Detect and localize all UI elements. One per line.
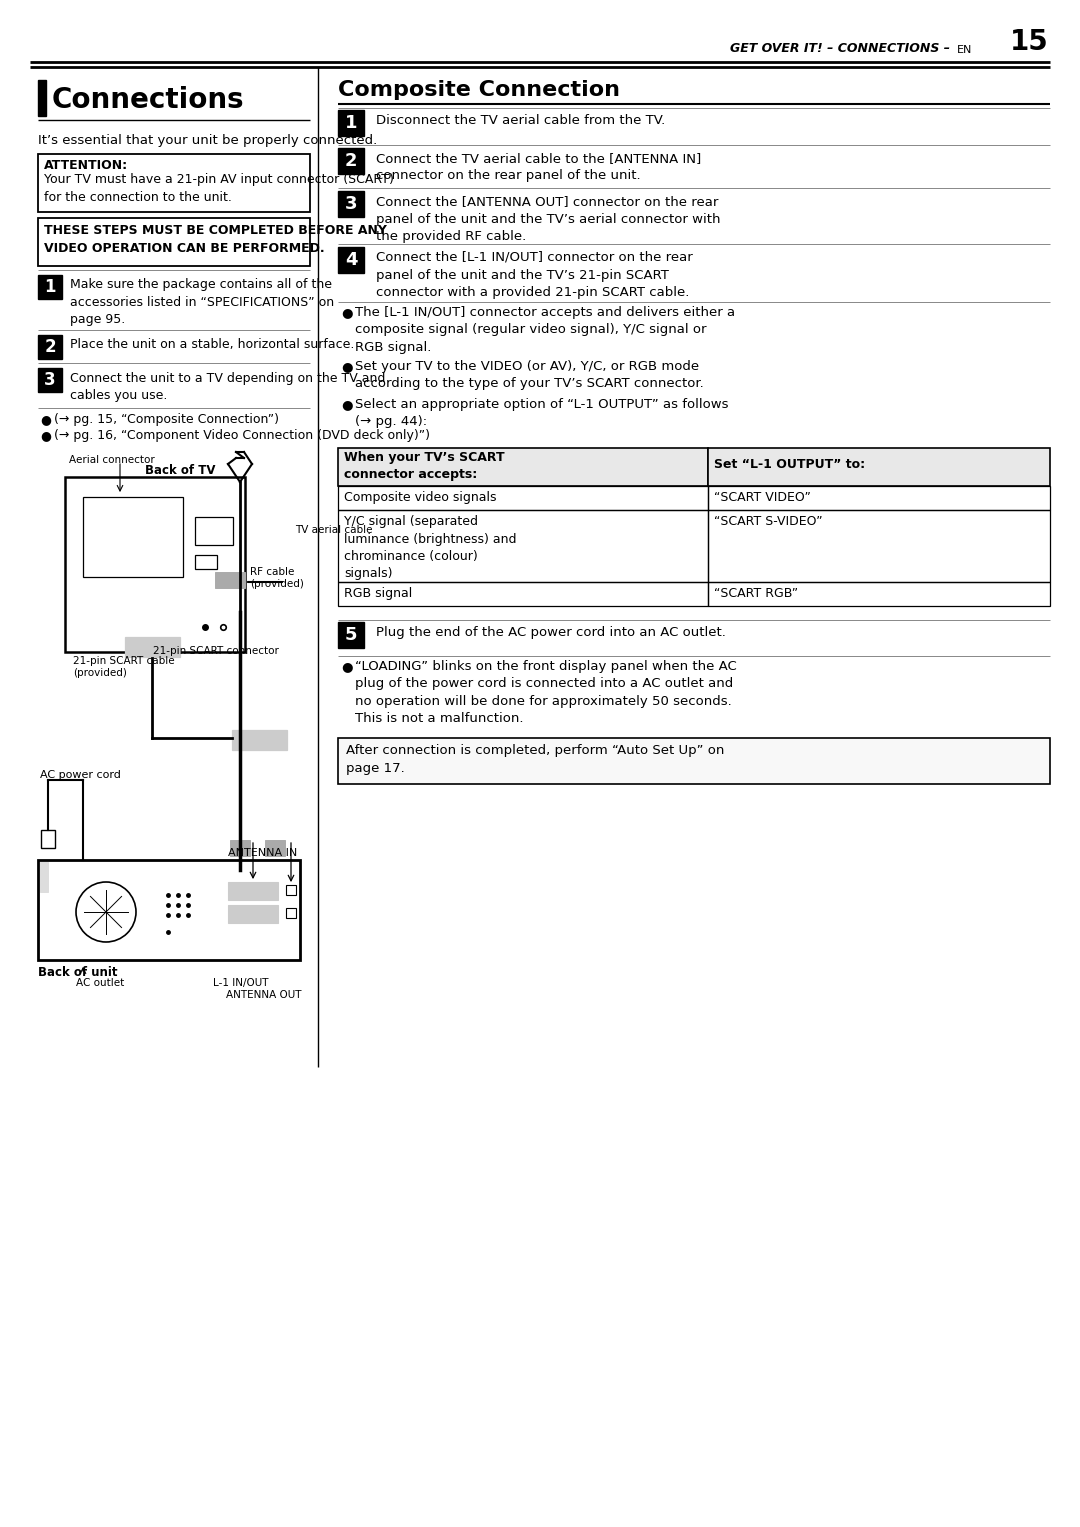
- Text: ●: ●: [341, 660, 352, 673]
- Text: 2: 2: [44, 337, 56, 356]
- Text: Set your TV to the VIDEO (or AV), Y/C, or RGB mode
according to the type of your: Set your TV to the VIDEO (or AV), Y/C, o…: [355, 360, 704, 391]
- Text: Composite Connection: Composite Connection: [338, 79, 620, 99]
- Text: “LOADING” blinks on the front display panel when the AC
plug of the power cord i: “LOADING” blinks on the front display pa…: [355, 660, 737, 725]
- Bar: [40, 863, 48, 892]
- Bar: [38, 368, 62, 392]
- Text: Connect the TV aerial cable to the [ANTENNA IN]
connector on the rear panel of t: Connect the TV aerial cable to the [ANTE…: [376, 153, 701, 183]
- Bar: [338, 447, 708, 486]
- Text: The [L-1 IN/OUT] connector accepts and delivers either a
composite signal (regul: The [L-1 IN/OUT] connector accepts and d…: [355, 305, 735, 354]
- Bar: [38, 860, 300, 960]
- Text: ATTENTION:: ATTENTION:: [44, 159, 129, 173]
- Text: Aerial connector: Aerial connector: [69, 455, 154, 466]
- Bar: [286, 886, 296, 895]
- Text: “SCART RGB”: “SCART RGB”: [714, 586, 798, 600]
- Bar: [228, 883, 278, 899]
- Bar: [38, 218, 310, 266]
- Bar: [338, 191, 364, 217]
- Text: ●: ●: [40, 429, 51, 441]
- Bar: [38, 154, 310, 212]
- Text: AC outlet: AC outlet: [76, 977, 124, 988]
- Text: Composite video signals: Composite video signals: [345, 492, 497, 504]
- Bar: [338, 510, 708, 582]
- Bar: [41, 831, 55, 847]
- Text: 1: 1: [44, 278, 56, 296]
- Text: “SCART S-VIDEO”: “SCART S-VIDEO”: [714, 515, 823, 528]
- Text: Disconnect the TV aerial cable from the TV.: Disconnect the TV aerial cable from the …: [376, 115, 665, 127]
- Bar: [286, 909, 296, 918]
- Bar: [265, 840, 285, 857]
- Text: Place the unit on a stable, horizontal surface.: Place the unit on a stable, horizontal s…: [70, 337, 354, 351]
- Text: AC power cord: AC power cord: [40, 770, 121, 780]
- Text: ●: ●: [341, 360, 352, 373]
- Bar: [338, 582, 708, 606]
- Bar: [338, 621, 364, 647]
- Text: (→ pg. 16, “Component Video Connection (DVD deck only)”): (→ pg. 16, “Component Video Connection (…: [54, 429, 430, 441]
- Text: Plug the end of the AC power cord into an AC outlet.: Plug the end of the AC power cord into a…: [376, 626, 726, 638]
- Text: Connect the [L-1 IN/OUT] connector on the rear
panel of the unit and the TV’s 21: Connect the [L-1 IN/OUT] connector on th…: [376, 250, 692, 299]
- Bar: [338, 738, 1050, 783]
- Text: Connections: Connections: [52, 86, 245, 115]
- Text: EN: EN: [957, 44, 972, 55]
- Text: Connect the unit to a TV depending on the TV and
cables you use.: Connect the unit to a TV depending on th…: [70, 373, 386, 403]
- Text: 3: 3: [345, 195, 357, 212]
- Text: Set “L-1 OUTPUT” to:: Set “L-1 OUTPUT” to:: [714, 458, 865, 470]
- Text: GET OVER IT! – CONNECTIONS –: GET OVER IT! – CONNECTIONS –: [730, 43, 950, 55]
- Bar: [195, 518, 233, 545]
- Bar: [215, 573, 245, 588]
- Text: 21-pin SCART cable
(provided): 21-pin SCART cable (provided): [73, 657, 175, 678]
- Bar: [228, 906, 278, 922]
- Bar: [708, 447, 1050, 486]
- Text: ●: ●: [40, 412, 51, 426]
- Text: 2: 2: [345, 153, 357, 169]
- Bar: [232, 730, 287, 750]
- Bar: [338, 148, 364, 174]
- Text: 3: 3: [44, 371, 56, 389]
- Bar: [83, 496, 183, 577]
- Text: RGB signal: RGB signal: [345, 586, 413, 600]
- Bar: [230, 840, 249, 857]
- Text: RF cable
(provided): RF cable (provided): [249, 567, 303, 589]
- Bar: [338, 110, 364, 136]
- Text: ANTENNA OUT: ANTENNA OUT: [226, 989, 301, 1000]
- Text: Select an appropriate option of “L-1 OUTPUT” as follows
(→ pg. 44):: Select an appropriate option of “L-1 OUT…: [355, 399, 729, 429]
- Bar: [708, 486, 1050, 510]
- Text: THESE STEPS MUST BE COMPLETED BEFORE ANY
VIDEO OPERATION CAN BE PERFORMED.: THESE STEPS MUST BE COMPLETED BEFORE ANY…: [44, 224, 387, 255]
- Text: Back of TV: Back of TV: [145, 464, 216, 476]
- Bar: [195, 554, 217, 570]
- Text: 5: 5: [345, 626, 357, 644]
- Text: Connect the [ANTENNA OUT] connector on the rear
panel of the unit and the TV’s a: Connect the [ANTENNA OUT] connector on t…: [376, 195, 720, 243]
- Bar: [125, 637, 180, 657]
- Text: L-1 IN/OUT: L-1 IN/OUT: [213, 977, 269, 988]
- Text: 4: 4: [345, 250, 357, 269]
- Text: ANTENNA IN: ANTENNA IN: [228, 847, 297, 858]
- Text: “SCART VIDEO”: “SCART VIDEO”: [714, 492, 811, 504]
- Text: TV aerial cable: TV aerial cable: [295, 525, 373, 534]
- Text: 21-pin SCART connector: 21-pin SCART connector: [153, 646, 279, 657]
- Bar: [65, 476, 245, 652]
- Text: Make sure the package contains all of the
accessories listed in “SPECIFICATIONS”: Make sure the package contains all of th…: [70, 278, 334, 325]
- Text: Back of unit: Back of unit: [38, 967, 118, 979]
- Text: Y/C signal (separated
luminance (brightness) and
chrominance (colour)
signals): Y/C signal (separated luminance (brightn…: [345, 515, 516, 580]
- Text: After connection is completed, perform “Auto Set Up” on
page 17.: After connection is completed, perform “…: [346, 744, 725, 776]
- Bar: [708, 510, 1050, 582]
- Text: (→ pg. 15, “Composite Connection”): (→ pg. 15, “Composite Connection”): [54, 412, 279, 426]
- Text: It’s essential that your unit be properly connected.: It’s essential that your unit be properl…: [38, 134, 377, 147]
- Bar: [38, 79, 46, 116]
- Bar: [338, 247, 364, 273]
- Bar: [338, 486, 708, 510]
- Bar: [38, 334, 62, 359]
- Text: ●: ●: [341, 399, 352, 411]
- Text: 1: 1: [345, 115, 357, 131]
- Text: Your TV must have a 21-pin AV input connector (SCART)
for the connection to the : Your TV must have a 21-pin AV input conn…: [44, 173, 394, 205]
- Text: 15: 15: [1010, 27, 1049, 56]
- Text: When your TV’s SCART
connector accepts:: When your TV’s SCART connector accepts:: [345, 450, 504, 481]
- Text: ●: ●: [341, 305, 352, 319]
- Bar: [38, 275, 62, 299]
- Bar: [708, 582, 1050, 606]
